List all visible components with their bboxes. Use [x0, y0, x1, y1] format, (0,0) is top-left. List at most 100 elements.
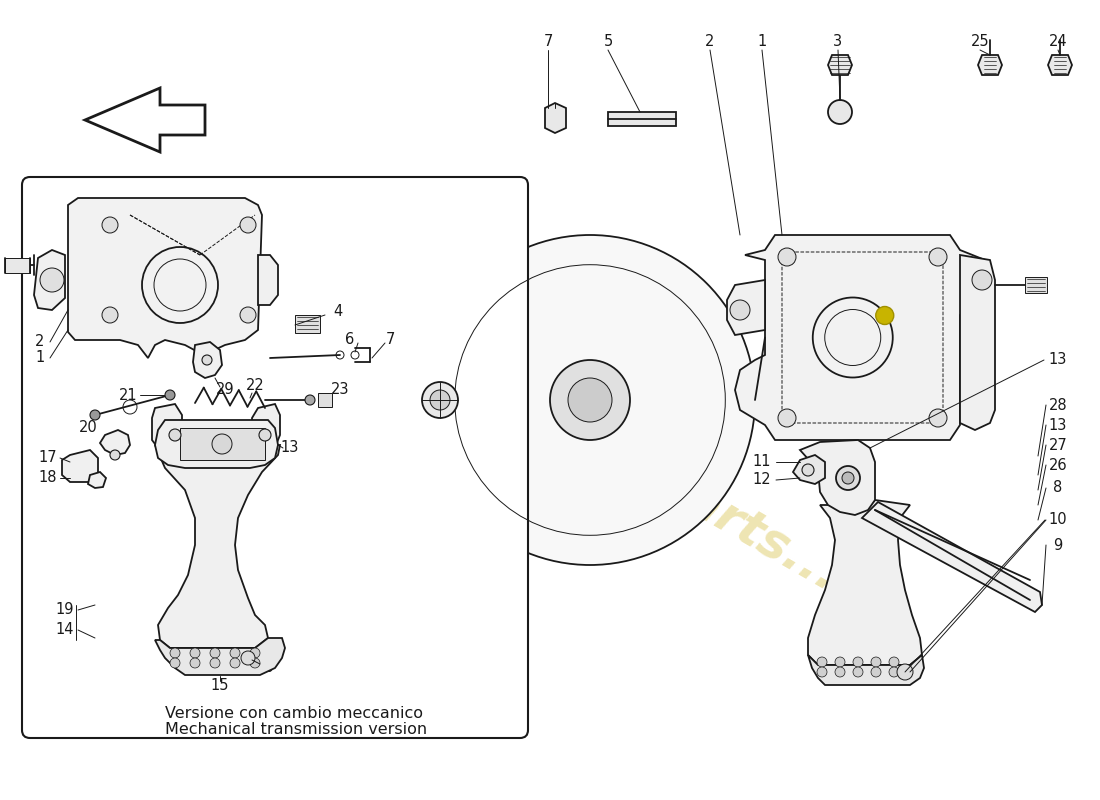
Circle shape	[425, 235, 755, 565]
Circle shape	[212, 434, 232, 454]
Circle shape	[165, 390, 175, 400]
Text: 8: 8	[1054, 481, 1063, 495]
Text: 2: 2	[705, 34, 715, 50]
Circle shape	[40, 268, 64, 292]
Polygon shape	[85, 88, 205, 152]
Circle shape	[210, 658, 220, 668]
Circle shape	[842, 472, 854, 484]
Text: 9: 9	[1054, 538, 1063, 553]
Text: 1: 1	[758, 34, 767, 50]
Circle shape	[241, 651, 255, 665]
Text: 18: 18	[39, 470, 57, 486]
Circle shape	[889, 657, 899, 667]
Bar	[608, 112, 676, 126]
Polygon shape	[252, 404, 280, 450]
Circle shape	[871, 657, 881, 667]
Circle shape	[305, 395, 315, 405]
Text: Versione con cambio meccanico: Versione con cambio meccanico	[165, 706, 424, 722]
Polygon shape	[1048, 55, 1072, 75]
Circle shape	[422, 382, 458, 418]
Circle shape	[802, 464, 814, 476]
Text: 5: 5	[604, 34, 613, 50]
Circle shape	[889, 667, 899, 677]
Polygon shape	[793, 455, 825, 484]
Circle shape	[730, 300, 750, 320]
Text: 14: 14	[56, 622, 75, 638]
Polygon shape	[152, 404, 182, 450]
Bar	[318, 393, 332, 407]
Text: 13: 13	[1048, 418, 1067, 433]
Bar	[180, 428, 265, 460]
Text: 26: 26	[1048, 458, 1067, 473]
Polygon shape	[88, 472, 106, 488]
Text: Mechanical transmission version: Mechanical transmission version	[165, 722, 427, 738]
Circle shape	[835, 667, 845, 677]
Bar	[1025, 277, 1047, 293]
Polygon shape	[808, 655, 924, 685]
Polygon shape	[808, 500, 922, 665]
Text: 23: 23	[331, 382, 350, 398]
Circle shape	[210, 648, 220, 658]
Circle shape	[250, 648, 260, 658]
Circle shape	[258, 429, 271, 441]
Text: 16: 16	[255, 661, 274, 675]
Circle shape	[240, 217, 256, 233]
Circle shape	[102, 217, 118, 233]
Polygon shape	[100, 430, 130, 455]
Circle shape	[817, 657, 827, 667]
Circle shape	[972, 270, 992, 290]
Circle shape	[778, 248, 796, 266]
Polygon shape	[544, 103, 566, 133]
Circle shape	[90, 410, 100, 420]
Text: 29: 29	[216, 382, 234, 398]
Circle shape	[550, 360, 630, 440]
Polygon shape	[258, 255, 278, 305]
Polygon shape	[62, 450, 98, 482]
Circle shape	[568, 378, 612, 422]
Polygon shape	[34, 250, 65, 310]
Polygon shape	[155, 420, 278, 468]
Text: 13: 13	[280, 441, 299, 455]
Text: 19: 19	[56, 602, 75, 618]
Polygon shape	[192, 342, 222, 378]
Polygon shape	[862, 502, 1042, 612]
Text: 7: 7	[543, 34, 552, 50]
Text: 1: 1	[35, 350, 45, 366]
Polygon shape	[727, 280, 764, 335]
Circle shape	[110, 450, 120, 460]
Circle shape	[230, 658, 240, 668]
Circle shape	[202, 355, 212, 365]
Polygon shape	[978, 55, 1002, 75]
Text: 11: 11	[752, 454, 771, 470]
Bar	[295, 315, 320, 333]
Circle shape	[169, 429, 182, 441]
Circle shape	[930, 248, 947, 266]
Circle shape	[930, 409, 947, 427]
Text: 24: 24	[1048, 34, 1067, 50]
Circle shape	[190, 658, 200, 668]
Text: 13: 13	[1048, 353, 1067, 367]
Text: 15: 15	[211, 678, 229, 693]
Circle shape	[852, 657, 864, 667]
Circle shape	[240, 307, 256, 323]
Polygon shape	[155, 638, 285, 675]
Circle shape	[170, 648, 180, 658]
FancyBboxPatch shape	[22, 177, 528, 738]
Text: 27: 27	[1048, 438, 1067, 453]
Circle shape	[230, 648, 240, 658]
Bar	[6, 258, 30, 273]
Circle shape	[896, 664, 913, 680]
Text: 17: 17	[39, 450, 57, 466]
Text: 4: 4	[333, 305, 342, 319]
Polygon shape	[960, 255, 996, 430]
Polygon shape	[735, 235, 990, 440]
Text: 21: 21	[119, 387, 138, 402]
Text: 6: 6	[345, 333, 354, 347]
Circle shape	[102, 307, 118, 323]
Text: 2: 2	[35, 334, 45, 350]
Text: 13: 13	[156, 407, 174, 422]
Text: 12: 12	[752, 473, 771, 487]
Circle shape	[817, 667, 827, 677]
Polygon shape	[828, 55, 852, 75]
Circle shape	[430, 390, 450, 410]
